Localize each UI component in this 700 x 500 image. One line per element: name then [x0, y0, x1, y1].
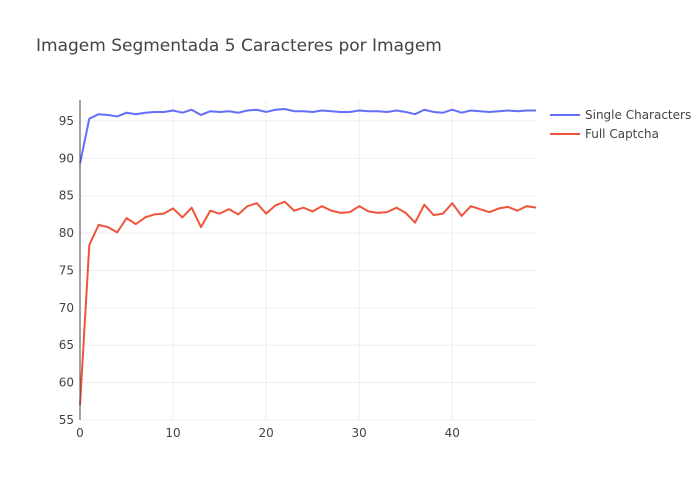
- chart-title: Imagem Segmentada 5 Caracteres por Image…: [36, 36, 442, 56]
- y-tick-label: 90: [59, 151, 74, 165]
- series-line-full-captcha[interactable]: [79, 200, 537, 406]
- x-tick-label: 30: [352, 426, 367, 440]
- legend-label: Single Characters: [585, 108, 691, 122]
- gridlines: [80, 100, 536, 421]
- legend-label: Full Captcha: [585, 127, 659, 141]
- x-tick-label: 0: [76, 426, 84, 440]
- y-tick-label: 65: [59, 338, 74, 352]
- series-line-single-characters[interactable]: [79, 107, 536, 164]
- x-tick-label: 10: [165, 426, 180, 440]
- plot-area[interactable]: [79, 107, 537, 406]
- axes: 55 60 65 70 75 80 85 90 95 0 10 20 30 40: [59, 100, 460, 440]
- legend-item[interactable]: Single Characters: [550, 108, 691, 122]
- y-tick-label: 85: [59, 189, 74, 203]
- y-tick-label: 75: [59, 263, 74, 277]
- y-tick-label: 70: [59, 301, 74, 315]
- x-tick-label: 40: [445, 426, 460, 440]
- y-tick-label: 80: [59, 226, 74, 240]
- legend-item[interactable]: Full Captcha: [550, 127, 659, 141]
- legend[interactable]: Single Characters Full Captcha: [550, 108, 691, 141]
- y-tick-label: 60: [59, 376, 74, 390]
- x-tick-label: 20: [258, 426, 273, 440]
- y-tick-label: 95: [59, 114, 74, 128]
- y-tick-label: 55: [59, 413, 74, 427]
